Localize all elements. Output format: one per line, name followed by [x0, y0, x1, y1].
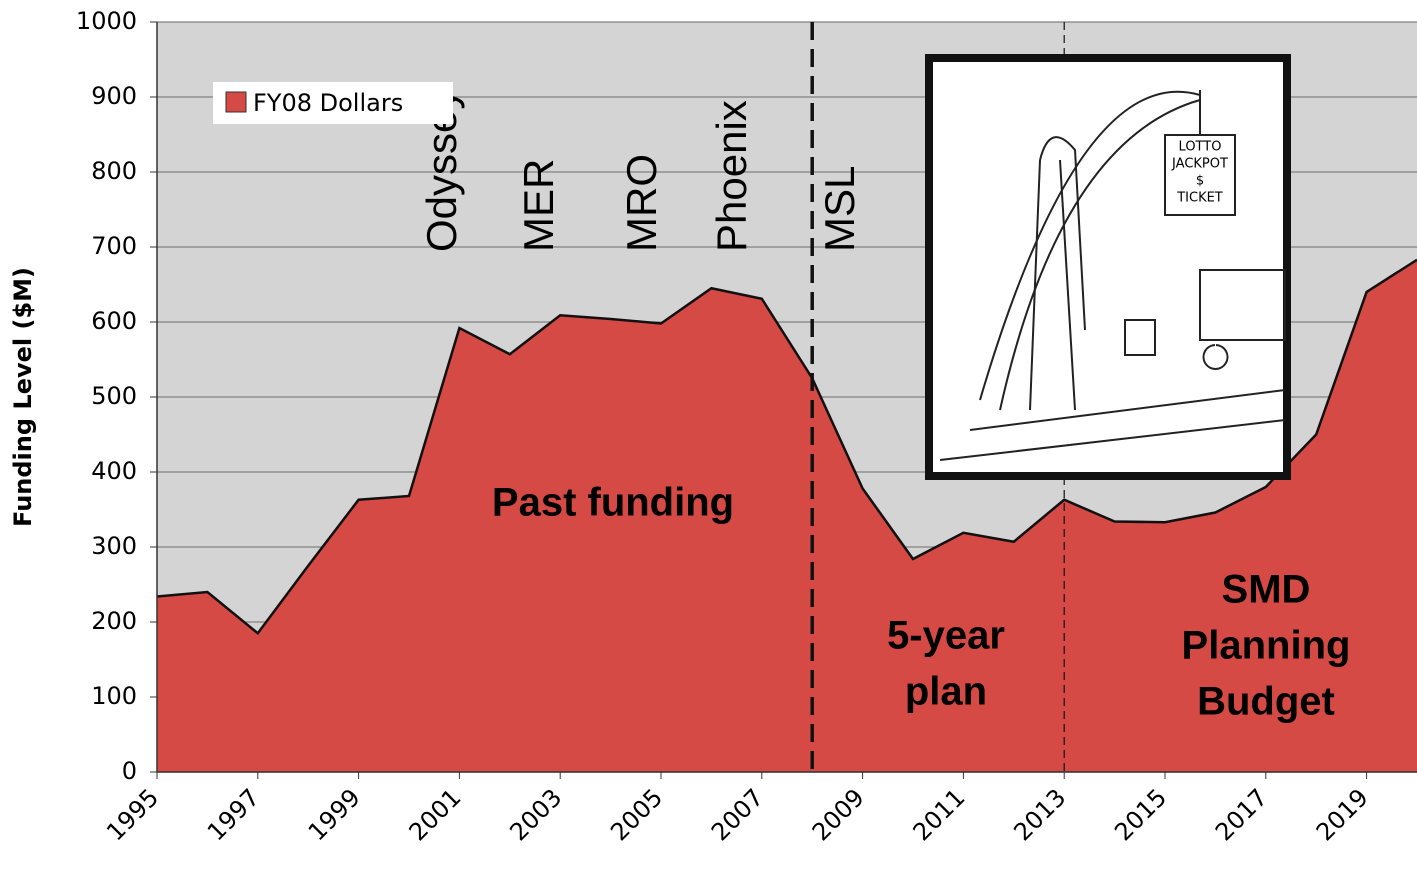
x-tick-label: 2015 [1109, 783, 1172, 846]
y-tick-label: 300 [91, 532, 137, 560]
y-tick-label: 200 [91, 607, 137, 635]
cartoon-sign-text: LOTTO [1179, 140, 1222, 155]
x-tick-label: 2007 [706, 783, 769, 846]
area-outline [156, 258, 1417, 636]
x-tick-label: 1995 [101, 783, 164, 846]
x-tick-label: 2019 [1311, 783, 1374, 846]
x-tick-label: 2013 [1008, 783, 1071, 846]
cartoon: LOTTO JACKPOT $ TICKET [925, 54, 1291, 480]
mission-label: MRO [618, 154, 665, 252]
x-tick-label: 2005 [605, 783, 668, 846]
region-label: SMD [1222, 568, 1311, 612]
area [157, 259, 1417, 772]
region-label: plan [905, 670, 987, 714]
x-tick-label: 2001 [404, 783, 467, 846]
y-tick-label: 600 [91, 307, 137, 335]
y-tick-label: 700 [91, 232, 137, 260]
cartoon-sketch [1029, 136, 1086, 411]
y-axis-title: Funding Level ($M) [9, 267, 37, 527]
legend-box [213, 82, 453, 124]
cartoon-sketch [979, 90, 1201, 401]
legend-label: FY08 Dollars [253, 89, 403, 117]
y-tick-label: 0 [122, 757, 137, 785]
cartoon-sign-text: JACKPOT [1171, 157, 1228, 172]
cartoon-frame [925, 54, 1291, 480]
cartoon-sketch [1124, 319, 1156, 356]
region-label: 5-year [887, 614, 1005, 658]
x-tick-label: 1999 [303, 783, 366, 846]
x-tick-label: 2009 [807, 783, 870, 846]
y-tick-label: 1000 [76, 7, 137, 35]
mission-label: MER [515, 159, 562, 252]
x-tick-label: 2003 [504, 783, 567, 846]
cartoon-sketch [1199, 269, 1286, 370]
y-tick-label: 800 [91, 157, 137, 185]
y-tick-label: 500 [91, 382, 137, 410]
cartoon-sketch [939, 419, 1286, 461]
x-tick-label: 1997 [202, 783, 265, 846]
region-label: Planning [1182, 624, 1351, 668]
cartoon-sketch [969, 389, 1286, 431]
y-tick-label: 900 [91, 82, 137, 110]
cartoon-sign-text: TICKET [1176, 191, 1223, 206]
y-tick-label: 100 [91, 682, 137, 710]
region-label: Budget [1197, 680, 1335, 724]
mission-label: MSL [816, 166, 863, 252]
mission-label: Phoenix [708, 100, 755, 252]
cartoon-sketch [1164, 90, 1236, 216]
cartoon-sketch [999, 99, 1201, 411]
cartoon-sign-text: $ [1196, 174, 1204, 189]
x-tick-label: 2017 [1210, 783, 1273, 846]
x-tick-label: 2011 [908, 783, 971, 846]
region-label: Past funding [492, 481, 734, 525]
legend-swatch [225, 91, 247, 113]
y-tick-label: 400 [91, 457, 137, 485]
